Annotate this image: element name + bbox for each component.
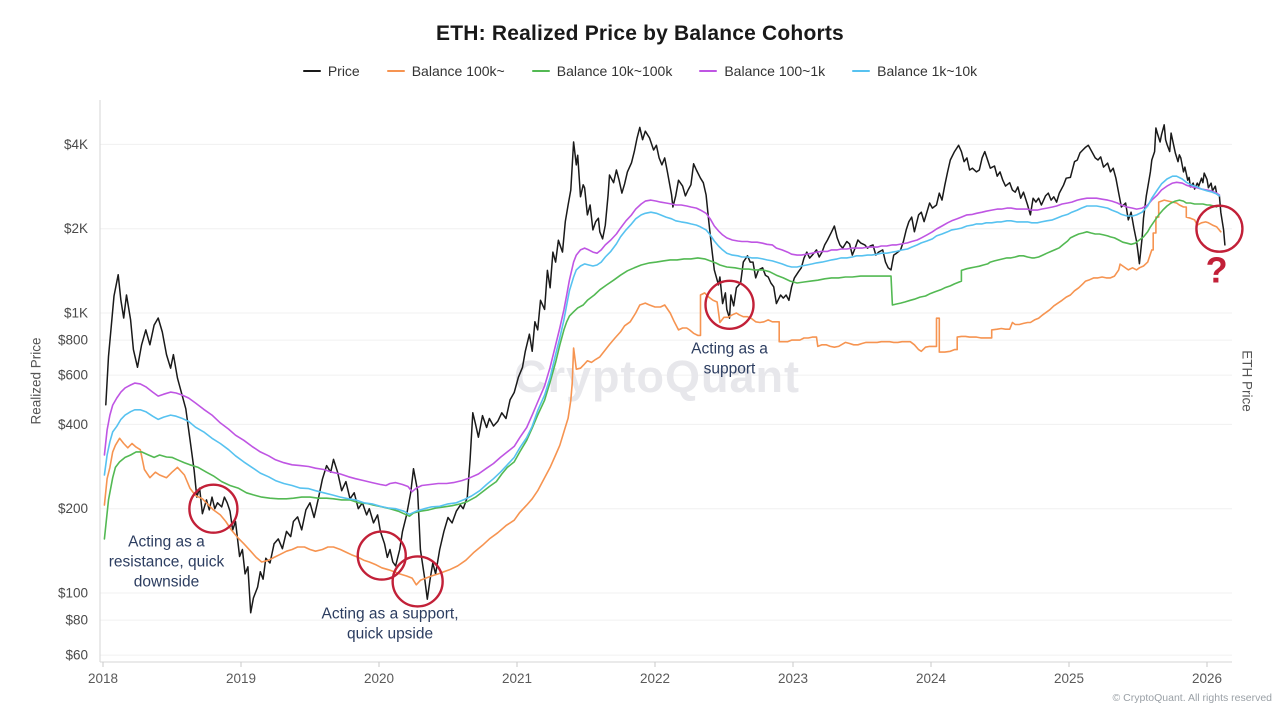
line-swatch-icon xyxy=(302,70,321,72)
annotation-text: Acting as a support xyxy=(691,341,768,378)
series-line-price xyxy=(105,124,1226,614)
legend-item-balance-100k[interactable]: Balance 100k~ xyxy=(386,63,505,79)
x-tick-label: 2025 xyxy=(1054,671,1084,686)
series-lines xyxy=(103,124,1226,614)
legend-item-price[interactable]: Price xyxy=(302,63,360,79)
chart-legend: Price Balance 100k~ Balance 10k~100k Balanc… xyxy=(0,63,1280,79)
y-tick-label: $80 xyxy=(65,613,88,628)
legend-label: Balance 10k~100k xyxy=(556,63,673,79)
x-tick-label: 2024 xyxy=(916,671,947,686)
line-swatch-icon xyxy=(699,70,718,72)
y-tick-label: $2K xyxy=(64,221,88,236)
y-tick-label: $1K xyxy=(64,306,88,321)
axes: 2018 2019 2020 2021 2022 2023 2024 2025 2026 xyxy=(88,100,1232,686)
legend-item-balance-10k-100k[interactable]: Balance 10k~100k xyxy=(531,63,673,79)
x-tick-label: 2021 xyxy=(502,671,532,686)
x-tick-label: 2018 xyxy=(88,671,118,686)
legend-label: Price xyxy=(327,63,360,79)
line-swatch-icon xyxy=(386,70,405,72)
y-tick-label: $4K xyxy=(64,137,88,152)
series-line-balance-10k-100k xyxy=(103,199,1218,540)
series-line-balance-100-1k xyxy=(103,181,1221,493)
annotations: Acting as a resistance, quick downside Acti… xyxy=(109,204,1244,643)
annotation-circle xyxy=(391,555,444,608)
annotation-circle xyxy=(1195,204,1244,253)
line-swatch-icon xyxy=(852,70,871,72)
y-tick-label: $100 xyxy=(58,586,88,601)
y-tick-label: $800 xyxy=(58,333,88,348)
x-tick-label: 2026 xyxy=(1192,671,1222,686)
annotation-circle xyxy=(356,530,407,581)
legend-label: Balance 100~1k xyxy=(724,63,826,79)
series-line-balance-100k xyxy=(103,199,1222,586)
legend-label: Balance 100k~ xyxy=(411,63,505,79)
x-tick-label: 2019 xyxy=(226,671,256,686)
series-line-balance-1k-10k xyxy=(103,175,1221,516)
y-tick-label: $400 xyxy=(58,417,88,432)
copyright-notice: © CryptoQuant. All rights reserved xyxy=(1112,692,1272,704)
annotation-text: Acting as a support, quick upside xyxy=(322,606,459,643)
legend-label: Balance 1k~10k xyxy=(877,63,978,79)
y-tick-label: $600 xyxy=(58,368,88,383)
annotation-circle xyxy=(188,483,239,534)
line-swatch-icon xyxy=(531,70,550,72)
x-tick-label: 2020 xyxy=(364,671,394,686)
y-tick-label: $200 xyxy=(58,501,88,516)
x-tick-label: 2023 xyxy=(778,671,808,686)
watermark-cryptoquant: CryptoQuant xyxy=(514,351,800,402)
question-mark-annotation: ? xyxy=(1206,250,1228,291)
x-tick-label: 2022 xyxy=(640,671,670,686)
chart-title: ETH: Realized Price by Balance Cohorts xyxy=(436,22,844,45)
y-tick-label: $60 xyxy=(65,648,88,663)
gridlines: $4K $2K $1K $800 $600 $400 $200 $100 $80 $60 xyxy=(58,137,1232,663)
legend-item-balance-1k-10k[interactable]: Balance 1k~10k xyxy=(852,63,977,79)
annotation-circle xyxy=(704,279,755,330)
legend-item-balance-100-1k[interactable]: Balance 100~1k xyxy=(699,63,825,79)
annotation-text: Acting as a resistance, quick downside xyxy=(109,534,225,591)
